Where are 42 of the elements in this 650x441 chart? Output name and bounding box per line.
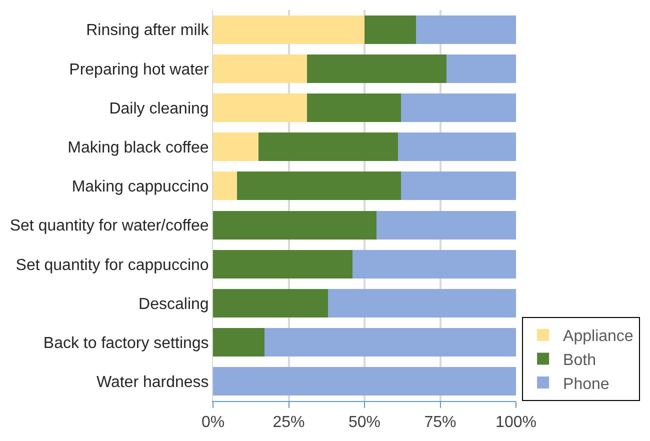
- bar: [306, 54, 446, 83]
- bar: [264, 328, 516, 357]
- bar: [213, 15, 364, 44]
- bar: [213, 54, 307, 83]
- legend-label: Phone: [563, 376, 610, 393]
- y-tick-label: Set quantity for cappuccino: [16, 256, 209, 274]
- y-tick-label: Making black coffee: [68, 139, 209, 156]
- bar: [237, 172, 401, 200]
- bar: [213, 367, 516, 396]
- bar: [213, 250, 352, 278]
- bar: [213, 172, 238, 200]
- x-tick-label: 0%: [201, 414, 225, 432]
- bar: [213, 93, 307, 122]
- legend-label: Both: [563, 352, 596, 369]
- bar: [398, 132, 516, 162]
- bar: [352, 250, 516, 278]
- x-tick-label: 100%: [496, 414, 536, 432]
- bar: [328, 288, 516, 318]
- bar: [416, 15, 516, 44]
- y-tick-label: Water hardness: [96, 374, 209, 392]
- bar: [446, 54, 516, 83]
- bar: [258, 132, 398, 162]
- bar: [213, 132, 258, 162]
- x-tick-label: 50%: [348, 414, 381, 432]
- bar: [364, 15, 416, 44]
- y-tick-label: Making cappuccino: [72, 178, 209, 196]
- y-tick-label: Set quantity for water/coffee: [10, 218, 209, 235]
- bar: [213, 328, 265, 357]
- bar: [213, 210, 377, 240]
- bar: [376, 210, 516, 240]
- y-tick-label: Descaling: [138, 296, 209, 313]
- y-tick-label: Rinsing after milk: [86, 22, 210, 40]
- x-tick-label: 75%: [424, 414, 456, 432]
- bar: [400, 93, 516, 122]
- bar: [306, 93, 401, 122]
- x-tick-label: 25%: [272, 414, 305, 432]
- y-tick-label: Back to factory settings: [43, 334, 209, 352]
- bar: [213, 288, 328, 318]
- y-tick-label: Preparing hot water: [69, 61, 210, 78]
- bar: [400, 172, 516, 200]
- y-tick-label: Daily cleaning: [109, 100, 209, 118]
- legend-label: Appliance: [563, 328, 634, 346]
